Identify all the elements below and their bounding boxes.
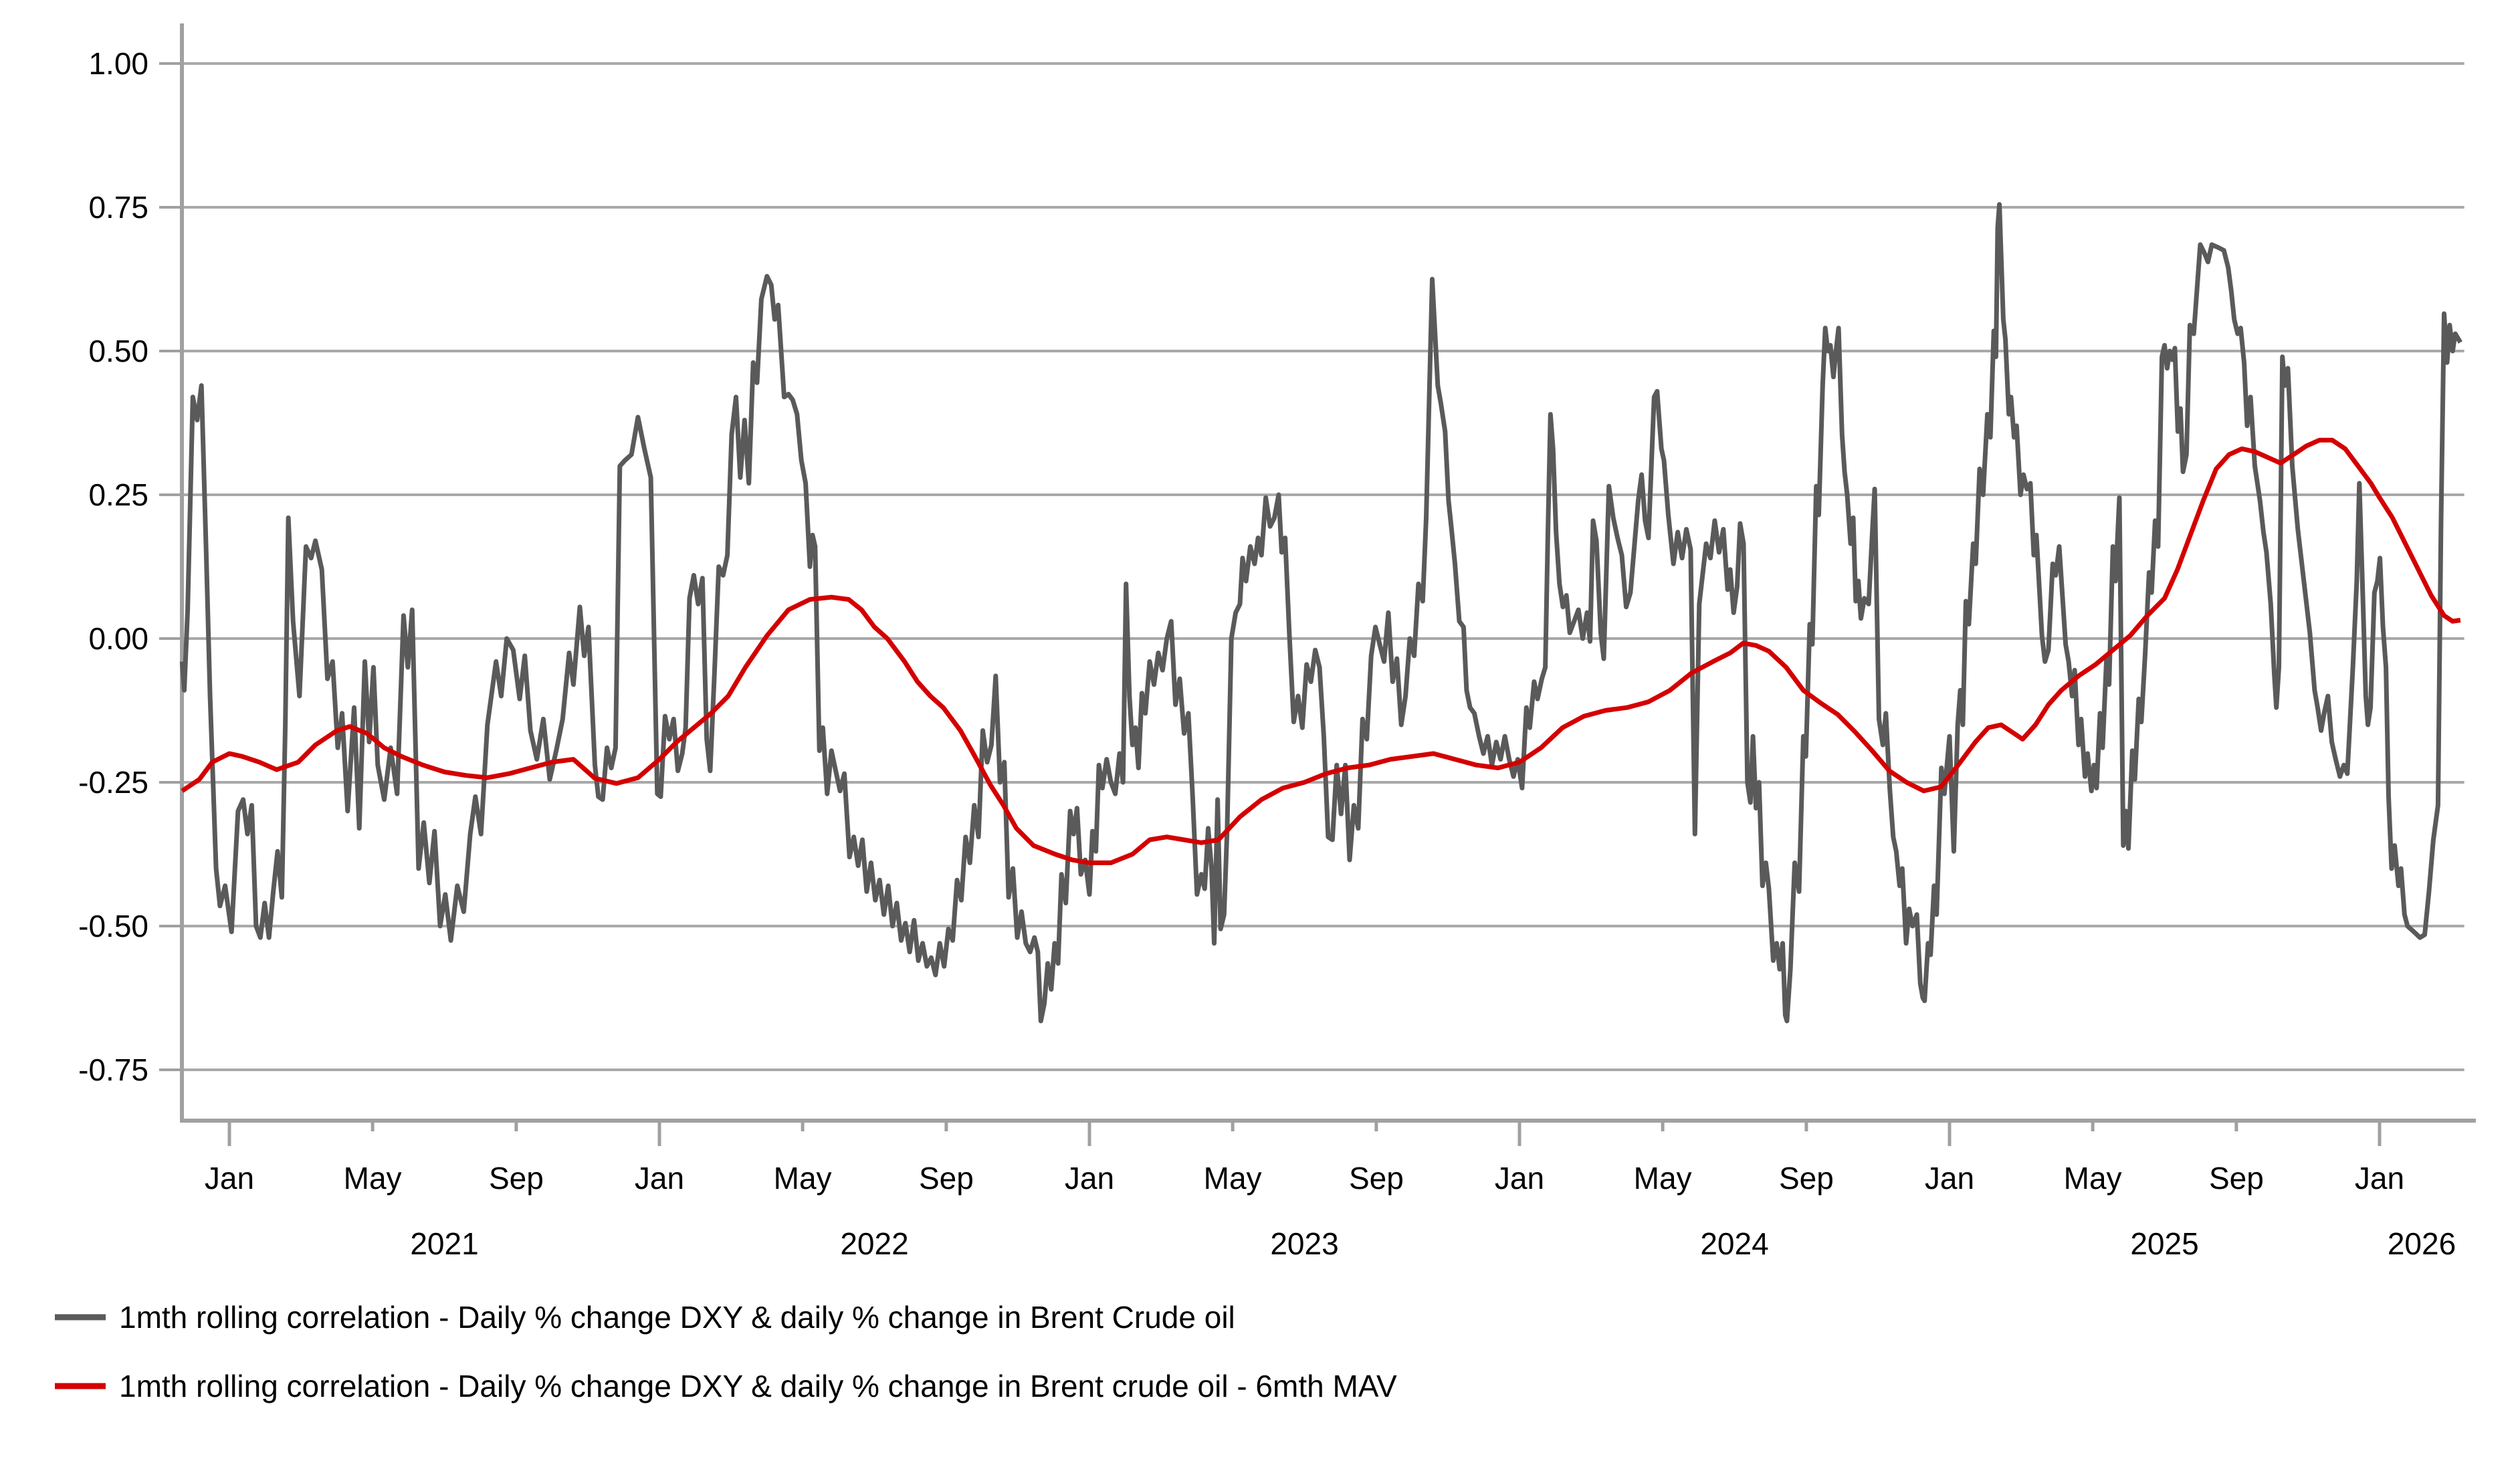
gridlines bbox=[182, 62, 2464, 1071]
y-tick-label: 0.50 bbox=[88, 334, 148, 368]
legend: 1mth rolling correlation - Daily % chang… bbox=[55, 1300, 1397, 1403]
year-label: 2022 bbox=[840, 1226, 908, 1261]
x-tick-label: Sep bbox=[919, 1161, 974, 1196]
x-tick-label: Sep bbox=[1779, 1161, 1834, 1196]
year-label: 2021 bbox=[410, 1226, 478, 1261]
axes bbox=[180, 23, 2476, 1123]
x-axis-ticks: Jan May Sep Jan May Sep Jan May Sep Jan May Sep Jan M… bbox=[205, 1121, 2456, 1261]
y-tick-label: -0.75 bbox=[78, 1052, 148, 1087]
y-axis-ticks: 1.00 0.75 0.50 0.25 0.00 -0.25 -0.50 -0.75 bbox=[78, 46, 182, 1087]
y-tick-label: 1.00 bbox=[88, 46, 148, 81]
x-tick-label: Jan bbox=[1495, 1161, 1544, 1196]
x-tick-label: May bbox=[2064, 1161, 2122, 1196]
x-tick-label: May bbox=[344, 1161, 402, 1196]
y-tick-label: 0.75 bbox=[88, 190, 148, 225]
year-label: 2023 bbox=[1270, 1226, 1338, 1261]
series-6mth-mav bbox=[181, 437, 2461, 865]
y-tick-label: -0.25 bbox=[78, 765, 148, 800]
x-tick-label: Jan bbox=[1925, 1161, 1974, 1196]
y-tick-label: -0.50 bbox=[78, 909, 148, 943]
x-tick-label: May bbox=[1634, 1161, 1692, 1196]
x-tick-label: Sep bbox=[1349, 1161, 1404, 1196]
data-series bbox=[179, 202, 2462, 1024]
year-label: 2024 bbox=[1700, 1226, 1768, 1261]
x-tick-label: Sep bbox=[2209, 1161, 2264, 1196]
x-tick-label: Jan bbox=[205, 1161, 254, 1196]
series-1mth-rolling-correlation bbox=[179, 202, 2462, 1024]
x-tick-label: Jan bbox=[635, 1161, 684, 1196]
x-tick-label: May bbox=[774, 1161, 832, 1196]
year-label: 2026 bbox=[2388, 1226, 2456, 1261]
x-tick-label: May bbox=[1204, 1161, 1262, 1196]
x-tick-label: Jan bbox=[1065, 1161, 1114, 1196]
legend-label-6mth-mav: 1mth rolling correlation - Daily % chang… bbox=[119, 1369, 1397, 1403]
legend-label-1mth-correlation: 1mth rolling correlation - Daily % chang… bbox=[119, 1300, 1235, 1335]
year-label: 2025 bbox=[2130, 1226, 2198, 1261]
y-tick-label: 0.25 bbox=[88, 477, 148, 512]
x-tick-label: Jan bbox=[2355, 1161, 2404, 1196]
x-tick-label: Sep bbox=[489, 1161, 544, 1196]
y-tick-label: 0.00 bbox=[88, 621, 148, 656]
